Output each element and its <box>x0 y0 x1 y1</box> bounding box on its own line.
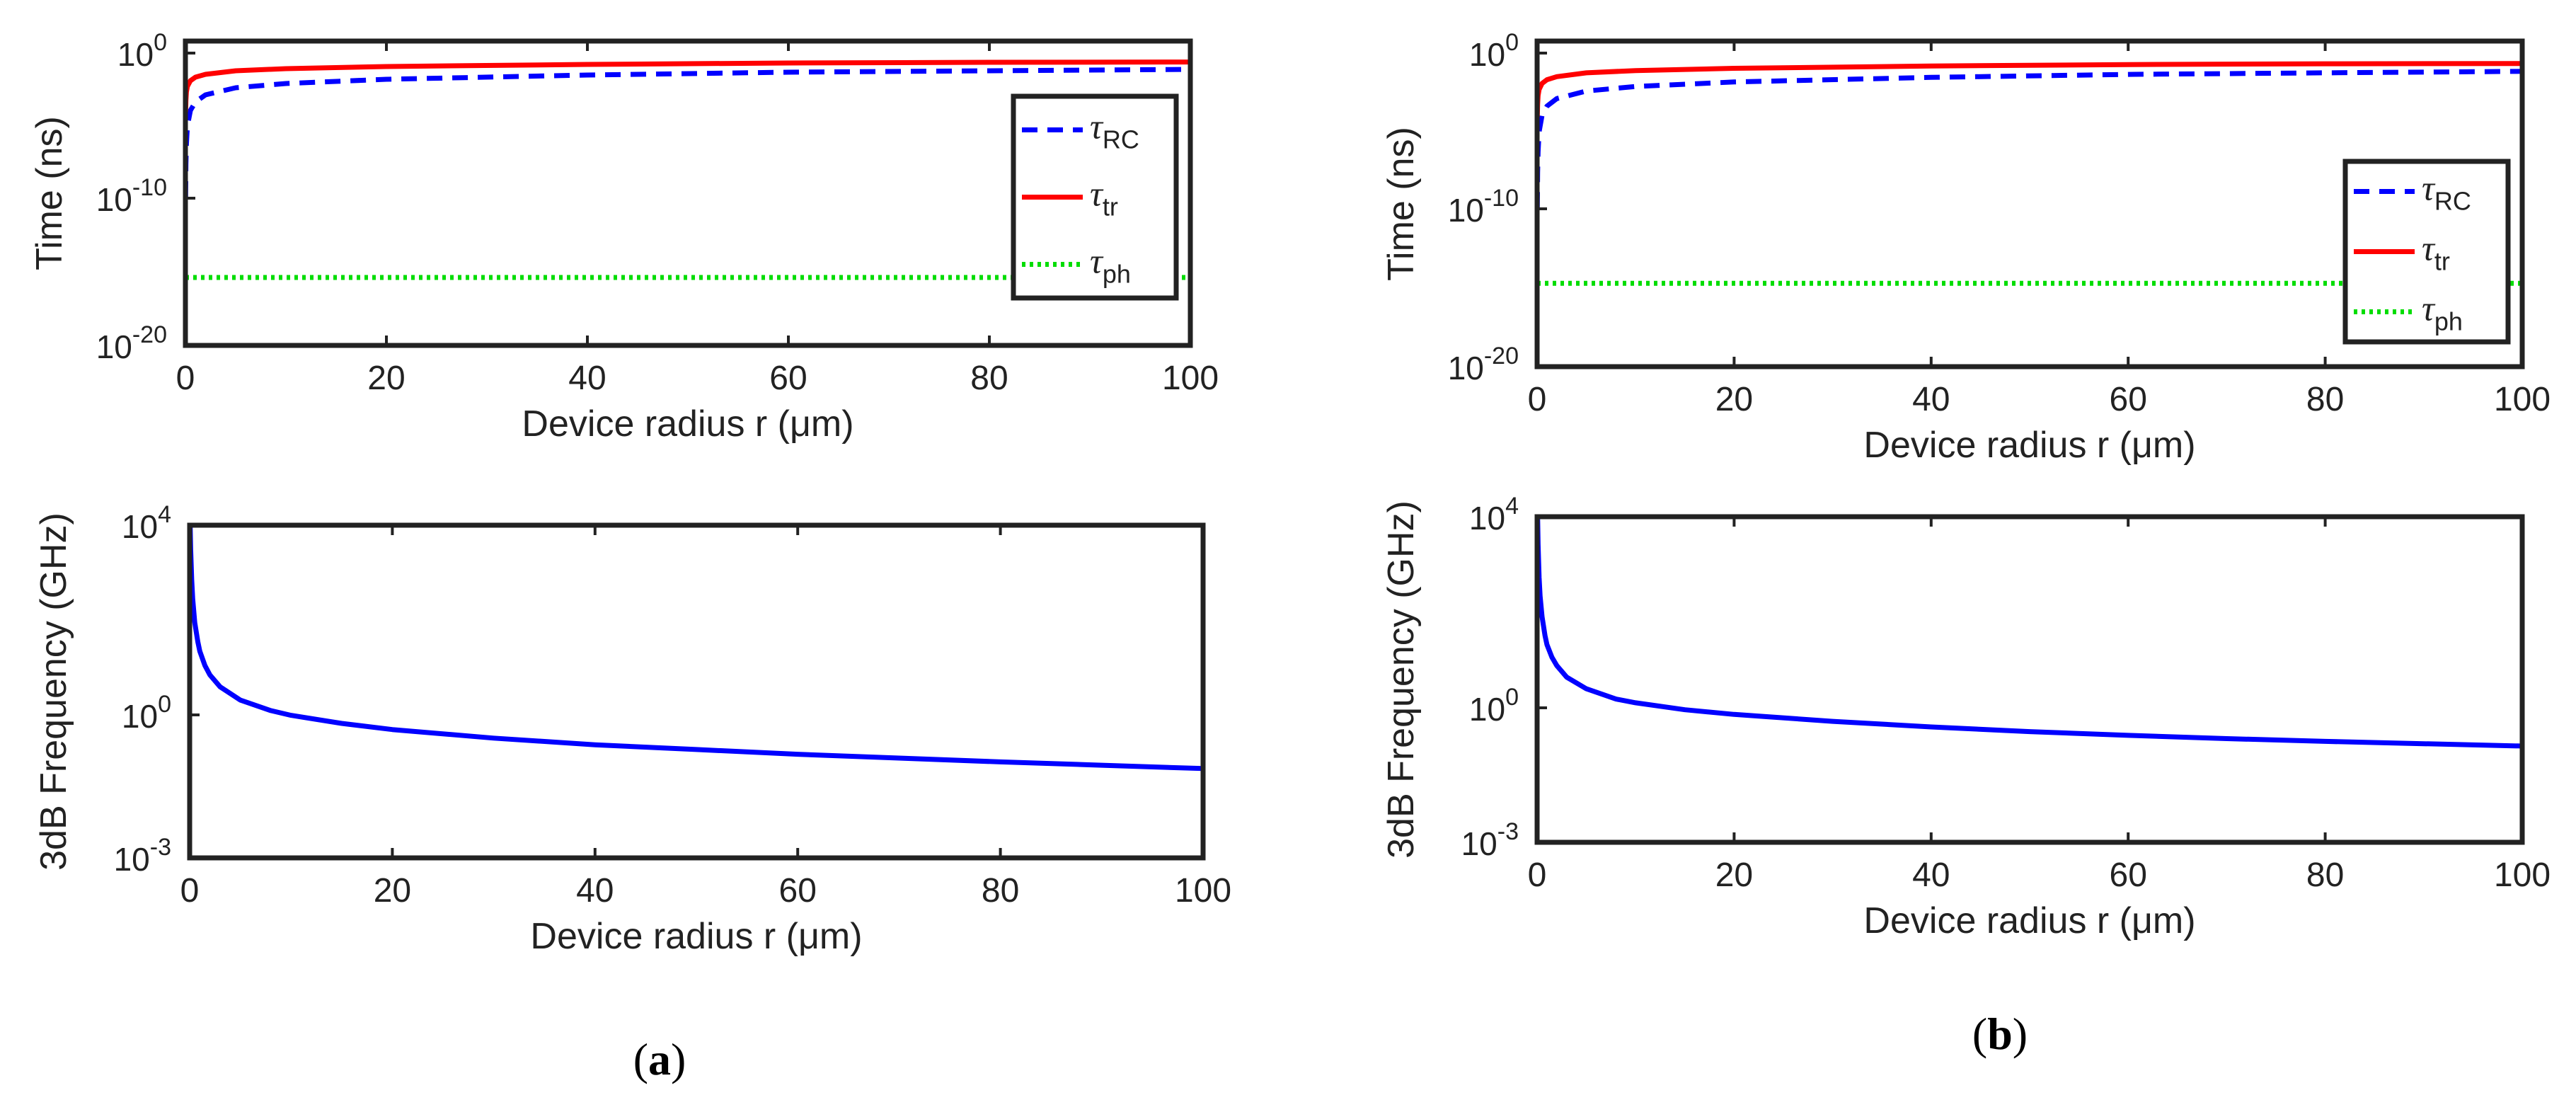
legend: τRC τtr τph <box>1011 93 1179 301</box>
x-tick-label: 20 <box>1715 381 1753 418</box>
y-tick-label: 10-20 <box>1448 343 1519 386</box>
x-tick-label: 60 <box>2110 856 2147 894</box>
panel-label-a: (a) <box>633 1034 686 1084</box>
y-tick-label: 100 <box>1469 29 1519 73</box>
legend-label-tau-ph: τph <box>2422 289 2463 336</box>
x-tick-label: 80 <box>970 360 1008 397</box>
x-tick-label: 100 <box>1175 872 1231 910</box>
legend-label-tau-rc: τRC <box>1090 107 1139 154</box>
x-axis-label: Device radius r (μm) <box>1863 425 2195 466</box>
x-tick-label: 0 <box>1528 381 1547 418</box>
x-tick-label: 20 <box>367 360 405 397</box>
y-axis-label: Time (ns) <box>29 116 70 270</box>
y-axis-label: 3dB Frequency (GHz) <box>33 512 74 871</box>
x-tick-label: 0 <box>180 872 200 910</box>
y-tick-label: 10-20 <box>96 321 167 365</box>
legend: τRC τtr τph <box>2342 159 2511 345</box>
x-tick-label: 80 <box>2306 381 2344 418</box>
legend-label-tau-tr: τtr <box>2422 229 2450 276</box>
y-tick-label: 100 <box>122 691 171 735</box>
chart-a-bottom: 0 20 40 60 80 100 104 100 10-3 Device radius r (μ… <box>33 501 1231 957</box>
axes-frame <box>187 522 1206 861</box>
chart-b-top: 0 20 40 60 80 100 100 10-10 10-20 Device radius r… <box>1381 29 2551 466</box>
legend-label-tau-tr: τtr <box>1090 174 1118 222</box>
x-tick-label: 40 <box>1912 381 1950 418</box>
series-f-3db <box>1537 517 2522 749</box>
y-tick-label: 10-10 <box>96 174 167 218</box>
axes-frame <box>1534 514 2525 845</box>
y-tick-label: 10-3 <box>1461 818 1519 862</box>
x-tick-label: 80 <box>2306 856 2344 894</box>
x-tick-label: 40 <box>1912 856 1950 894</box>
x-tick-label: 100 <box>1162 360 1219 397</box>
x-axis-label: Device radius r (μm) <box>522 403 853 445</box>
x-axis-label: Device radius r (μm) <box>1863 900 2195 941</box>
legend-label-tau-rc: τRC <box>2422 168 2471 216</box>
y-tick-label: 10-3 <box>114 834 171 878</box>
x-tick-label: 100 <box>2494 381 2551 418</box>
x-tick-label: 0 <box>176 360 195 397</box>
x-tick-label: 20 <box>1715 856 1753 894</box>
x-tick-label: 20 <box>374 872 411 910</box>
series-f-3db <box>190 525 1203 772</box>
axes-frame <box>1534 38 2525 369</box>
x-tick-label: 40 <box>568 360 606 397</box>
y-tick-label: 104 <box>1469 493 1519 537</box>
chart-b-bottom: 0 20 40 60 80 100 104 100 10-3 Device radius r (μ… <box>1381 493 2551 941</box>
x-tick-label: 80 <box>982 872 1019 910</box>
x-tick-label: 60 <box>769 360 807 397</box>
y-tick-label: 100 <box>117 29 167 73</box>
x-tick-label: 0 <box>1528 856 1547 894</box>
x-axis-label: Device radius r (μm) <box>530 916 862 957</box>
panel-label-b: (b) <box>1972 1009 2028 1059</box>
x-tick-label: 100 <box>2494 856 2551 894</box>
y-tick-label: 10-10 <box>1448 185 1519 229</box>
y-axis-label: 3dB Frequency (GHz) <box>1381 500 1422 859</box>
legend-label-tau-ph: τph <box>1090 241 1131 289</box>
x-tick-label: 40 <box>576 872 614 910</box>
x-tick-label: 60 <box>2110 381 2147 418</box>
y-axis-label: Time (ns) <box>1381 127 1422 281</box>
series-tau-tr <box>1537 61 2522 117</box>
x-tick-label: 60 <box>779 872 817 910</box>
y-tick-label: 104 <box>122 501 171 545</box>
y-tick-label: 100 <box>1469 684 1519 728</box>
axes-frame <box>183 38 1193 348</box>
chart-a-top: 0 20 40 60 80 100 100 10-10 10-20 Device radius r… <box>29 29 1219 445</box>
